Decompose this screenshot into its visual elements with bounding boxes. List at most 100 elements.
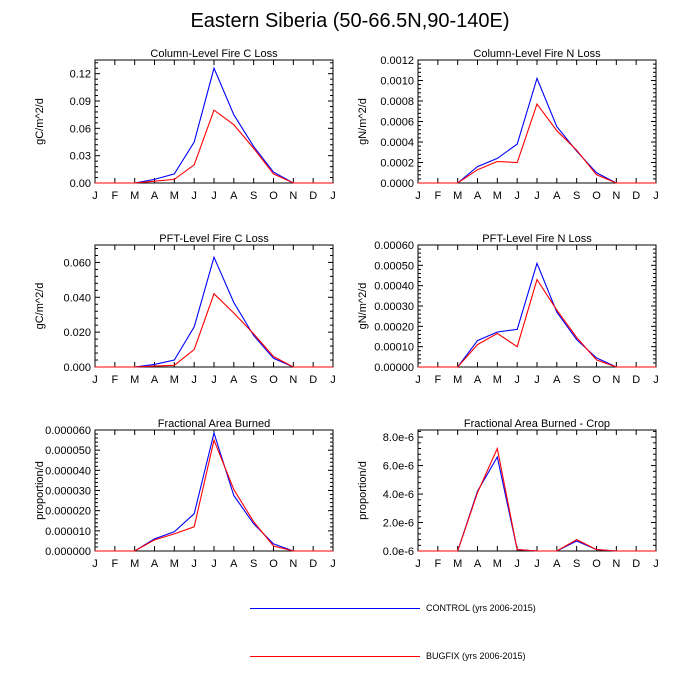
- plot-frame: [94, 59, 334, 184]
- x-tick-label: A: [553, 558, 561, 570]
- y-tick-label: 2.0e-6: [383, 518, 414, 530]
- series-line-control: [418, 76, 656, 184]
- x-tick-label: S: [250, 374, 257, 386]
- x-tick-label: A: [151, 190, 159, 202]
- plot-frame: [94, 429, 334, 552]
- y-tick-label: 0.09: [70, 96, 91, 108]
- x-tick-label: J: [653, 190, 659, 202]
- x-tick-label: J: [191, 190, 197, 202]
- y-tick-label: 0.000030: [45, 486, 91, 498]
- y-tick-label: 0.12: [70, 69, 91, 81]
- x-tick-label: J: [514, 374, 520, 386]
- y-tick-label: 0.000000: [45, 546, 91, 558]
- y-axis-label: gC/m^2/d: [34, 283, 46, 330]
- x-tick-label: F: [434, 558, 441, 570]
- x-tick-label: M: [130, 190, 139, 202]
- x-tick-label: N: [612, 558, 620, 570]
- x-tick-label: M: [453, 190, 462, 202]
- y-tick-label: 0.00000: [374, 362, 414, 374]
- y-tick-label: 0.000: [63, 362, 91, 374]
- chart-panel-5: Fractional Area Burnedproportion/d0.0000…: [34, 418, 336, 570]
- x-tick-label: D: [309, 374, 317, 386]
- y-tick-label: 8.0e-6: [383, 432, 414, 444]
- chart-panel-1: Column-Level Fire C Loss gC/m^2/d 0.00 0.03…: [34, 48, 336, 202]
- x-tick-label: A: [553, 190, 561, 202]
- x-tick-label: F: [434, 190, 441, 202]
- y-tick-label: 0.00040: [374, 281, 414, 293]
- x-tick-label: O: [269, 190, 278, 202]
- y-tick-label: 0.040: [63, 292, 91, 304]
- x-tick-label: O: [592, 374, 601, 386]
- y-tick-label: 0.00: [70, 178, 91, 190]
- x-tick-label: O: [592, 190, 601, 202]
- x-tick-label: J: [514, 190, 520, 202]
- x-tick-label: A: [474, 558, 482, 570]
- x-tick-label: D: [309, 190, 317, 202]
- x-tick-label: N: [612, 374, 620, 386]
- x-tick-label: M: [130, 558, 139, 570]
- x-tick-label: M: [170, 374, 179, 386]
- x-tick-label: A: [230, 558, 238, 570]
- x-tick-label: J: [191, 374, 197, 386]
- series-line-control: [95, 66, 333, 184]
- x-tick-label: N: [289, 190, 297, 202]
- y-tick-label: 0.00060: [374, 240, 414, 252]
- series-line-control: [95, 255, 333, 368]
- y-tick-label: 0.000010: [45, 526, 91, 538]
- plot-frame: [417, 429, 657, 552]
- y-tick-label: 0.0010: [380, 76, 414, 88]
- chart-panel-6: Fractional Area Burned - Crop proportion/…: [357, 418, 659, 570]
- x-tick-label: J: [92, 374, 98, 386]
- x-tick-label: J: [653, 374, 659, 386]
- y-tick-label: 0.0e-6: [383, 546, 414, 558]
- x-tick-label: F: [434, 374, 441, 386]
- x-tick-label: O: [269, 374, 278, 386]
- y-tick-label: 6.0e-6: [383, 461, 414, 473]
- y-axis-label: proportion/d: [34, 461, 46, 520]
- panel-title: PFT-Level Fire N Loss: [482, 233, 592, 245]
- chart-panel-4: PFT-Level Fire N Loss gN/m^2/d 0.00000 0.00…: [357, 233, 659, 386]
- x-tick-label: M: [493, 558, 502, 570]
- x-tick-label: J: [211, 374, 217, 386]
- x-tick-label: A: [151, 558, 159, 570]
- x-tick-label: J: [653, 558, 659, 570]
- x-tick-label: D: [632, 558, 640, 570]
- y-tick-label: 0.00030: [374, 301, 414, 313]
- y-tick-label: 0.0006: [380, 117, 414, 129]
- figure-title: Eastern Siberia (50-66.5N,90-140E): [190, 10, 510, 32]
- x-tick-label: J: [415, 190, 421, 202]
- x-tick-label: D: [309, 558, 317, 570]
- x-tick-label: J: [92, 558, 98, 570]
- plot-frame: [94, 244, 334, 368]
- x-tick-label: S: [250, 190, 257, 202]
- x-tick-label: J: [534, 190, 540, 202]
- series-line-bugfix: [95, 438, 333, 552]
- panel-title: Fractional Area Burned: [158, 418, 271, 430]
- x-tick-label: A: [553, 374, 561, 386]
- y-tick-label: 0.000020: [45, 506, 91, 518]
- x-tick-label: M: [170, 558, 179, 570]
- x-tick-label: M: [493, 190, 502, 202]
- x-tick-label: F: [111, 190, 118, 202]
- y-tick-label: 4.0e-6: [383, 489, 414, 501]
- y-tick-label: 0.020: [63, 327, 91, 339]
- x-tick-label: M: [130, 374, 139, 386]
- x-tick-label: F: [111, 374, 118, 386]
- x-tick-label: S: [573, 558, 580, 570]
- x-tick-label: J: [191, 558, 197, 570]
- x-tick-label: N: [289, 558, 297, 570]
- y-tick-label: 0.0004: [380, 137, 414, 149]
- y-tick-label: 0.000050: [45, 445, 91, 457]
- x-tick-label: J: [330, 374, 336, 386]
- x-tick-label: M: [453, 558, 462, 570]
- x-tick-label: J: [211, 558, 217, 570]
- x-tick-label: J: [92, 190, 98, 202]
- panel-title: Fractional Area Burned - Crop: [464, 418, 610, 430]
- y-tick-label: 0.0012: [380, 55, 414, 67]
- x-tick-label: M: [493, 374, 502, 386]
- series-line-bugfix: [95, 109, 333, 184]
- x-tick-label: J: [330, 558, 336, 570]
- x-tick-label: J: [534, 558, 540, 570]
- x-tick-label: S: [573, 190, 580, 202]
